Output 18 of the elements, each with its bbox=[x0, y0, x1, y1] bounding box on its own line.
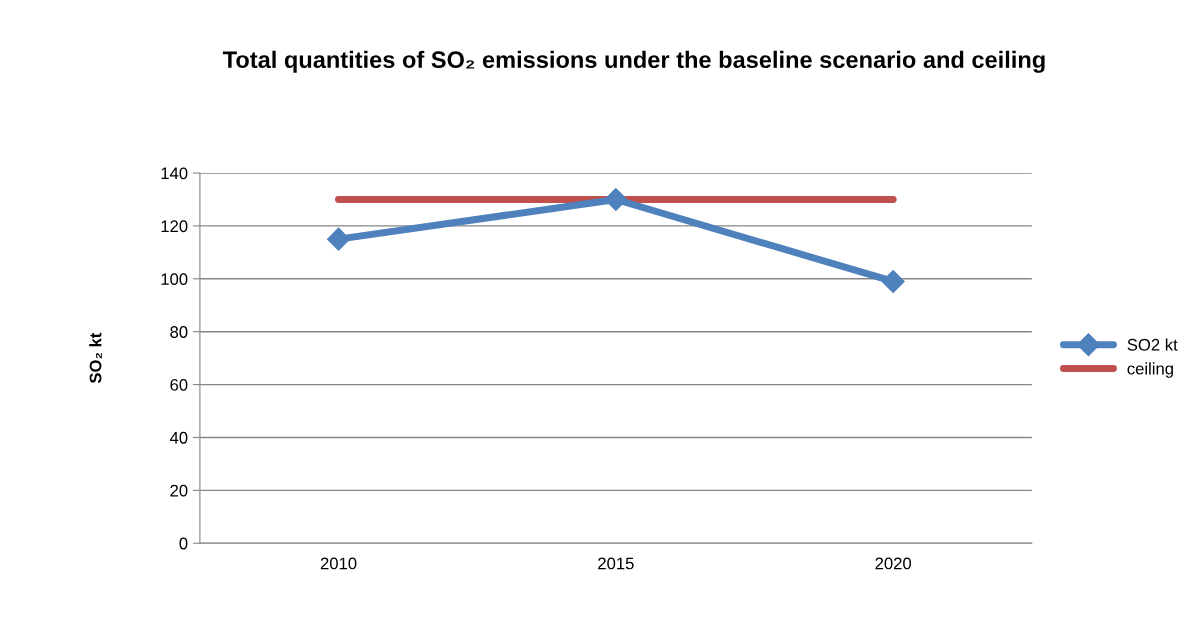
y-tick-label: 0 bbox=[179, 537, 188, 550]
legend-label: SO2 kt bbox=[1127, 338, 1178, 351]
point bbox=[327, 227, 351, 251]
y-tick-label: 60 bbox=[170, 378, 188, 391]
y-tick-label: 20 bbox=[170, 484, 188, 497]
legend-label: ceiling bbox=[1127, 362, 1173, 378]
chart-title: Total quantities of SO₂ emissions under the baseline scenario and ceiling bbox=[222, 50, 1045, 73]
point bbox=[881, 269, 905, 293]
y-tick-label: 140 bbox=[161, 167, 188, 180]
y-tick-label: 80 bbox=[170, 326, 188, 338]
y-tick-label: 40 bbox=[169, 431, 188, 444]
y-axis-title: SO₂ kt bbox=[89, 332, 102, 384]
y-tick-label: 100 bbox=[161, 273, 188, 286]
x-tick-label: 2020 bbox=[875, 557, 912, 570]
y-tick-label: 120 bbox=[161, 220, 188, 233]
x-tick-label: 2015 bbox=[598, 557, 634, 570]
x-tick-label: 2010 bbox=[320, 557, 357, 570]
point bbox=[604, 187, 628, 211]
